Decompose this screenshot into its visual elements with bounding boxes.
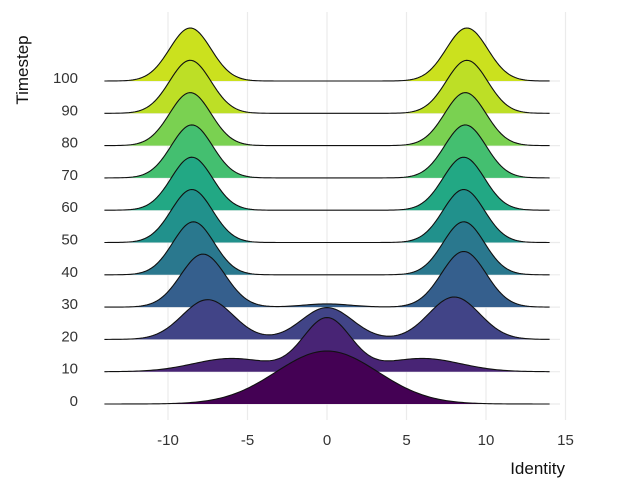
ridge-fill-80 [104, 92, 550, 146]
x-tick-label: -5 [241, 432, 254, 449]
ridge-fill-50 [104, 189, 550, 243]
ridge-outline-90 [104, 59, 550, 114]
y-tick-label: 60 [61, 199, 78, 216]
ridge-fill-10 [104, 317, 550, 372]
ridge-outline-30 [104, 250, 550, 308]
ridge-outline-20 [104, 296, 550, 340]
y-tick-label: 10 [61, 361, 78, 378]
y-tick-label: 100 [53, 70, 78, 87]
x-tick-label: 15 [557, 432, 574, 449]
ridge-outline-60 [104, 156, 550, 211]
y-tick-label: 40 [61, 264, 78, 281]
x-tick-labels: -10 -5 0 5 10 15 [157, 432, 574, 449]
x-axis-title: Identity [510, 459, 565, 478]
ridge-outline-70 [104, 124, 550, 179]
y-tick-label: 20 [61, 328, 78, 345]
ridge-outline-100 [104, 27, 550, 82]
ridge-outline-0 [104, 350, 550, 405]
y-tick-label: 90 [61, 102, 78, 119]
ridge-outline-50 [104, 188, 550, 244]
y-tick-label: 70 [61, 167, 78, 184]
ridge-outline-80 [104, 92, 550, 147]
y-tick-label: 50 [61, 232, 78, 249]
ridge-fill-60 [104, 157, 550, 211]
y-axis-title: Timestep [13, 35, 32, 104]
ridge-outline-10 [104, 316, 550, 373]
ridge-fill-0 [104, 351, 550, 404]
ridge-fill-70 [104, 124, 550, 178]
y-tick-label: 0 [70, 393, 78, 410]
x-tick-label: 5 [402, 432, 410, 449]
y-tick-label: 80 [61, 135, 78, 152]
x-tick-label: -10 [157, 432, 179, 449]
ridge-series [104, 27, 550, 405]
y-tick-label: 30 [61, 296, 78, 313]
ridge-fill-90 [104, 60, 550, 114]
x-tick-label: 10 [478, 432, 495, 449]
x-tick-label: 0 [323, 432, 331, 449]
ridge-fill-30 [104, 251, 550, 308]
ridge-outline-40 [104, 221, 550, 276]
ridge-fill-100 [104, 28, 550, 81]
